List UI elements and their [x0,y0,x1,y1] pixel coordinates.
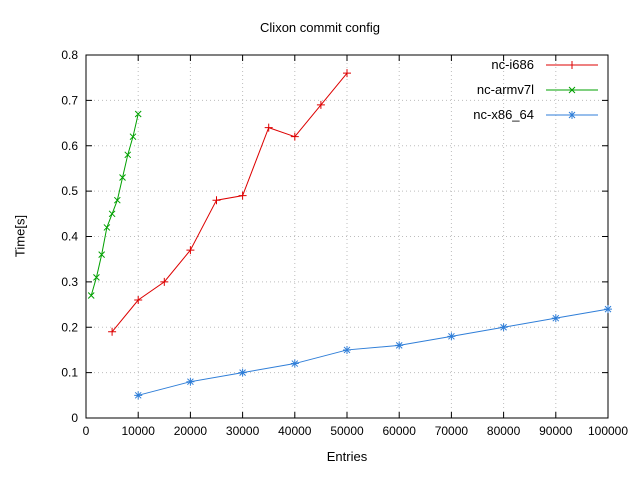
x-tick-label: 80000 [487,424,521,438]
chart-title: Clixon commit config [260,20,380,35]
series-markers [87,110,142,299]
y-tick-label: 0 [71,411,78,425]
y-tick-label: 0.7 [61,93,78,107]
y-tick-label: 0.5 [61,184,78,198]
y-axis-label: Time[s] [12,214,28,258]
y-tick-label: 0.1 [61,366,78,380]
legend-sample [546,61,598,69]
legend-sample [546,111,598,119]
x-tick-label: 90000 [539,424,573,438]
x-tick-label: 20000 [174,424,208,438]
legend-label: nc-x86_64 [473,107,534,122]
y-tick-label: 0.6 [61,139,78,153]
x-tick-label: 60000 [383,424,417,438]
legend-item-nc-i686: nc-i686 [473,58,600,72]
y-tick-label: 0.3 [61,275,78,289]
legend-item-nc-armv7l: nc-armv7l [473,83,600,97]
y-tick-label: 0.8 [61,48,78,62]
legend-label: nc-i686 [491,57,534,72]
x-tick-label: 30000 [226,424,260,438]
series-markers [134,305,612,400]
y-tick-label: 0.4 [61,230,78,244]
x-tick-label: 50000 [330,424,364,438]
legend: nc-i686 nc-armv7l nc-x86_64 [473,58,600,122]
legend-sample [546,86,598,94]
series-line [90,113,139,296]
series-markers [108,69,351,336]
x-tick-label: 100000 [588,424,628,438]
legend-label: nc-armv7l [476,82,534,97]
x-tick-label: 40000 [278,424,312,438]
series-nc-armv7l [87,110,142,299]
y-tick-label: 0.2 [61,320,78,334]
x-tick-label: 0 [83,424,90,438]
legend-item-nc-x86_64: nc-x86_64 [473,108,600,122]
series-nc-x86_64 [134,305,612,400]
series-nc-i686 [108,69,351,336]
plot-border [85,54,609,419]
series-line [111,72,348,333]
grid [86,55,608,418]
series-line [138,308,609,396]
x-axis-label: Entries [326,449,368,464]
x-tick-label: 10000 [122,424,156,438]
x-tick-label: 70000 [435,424,469,438]
